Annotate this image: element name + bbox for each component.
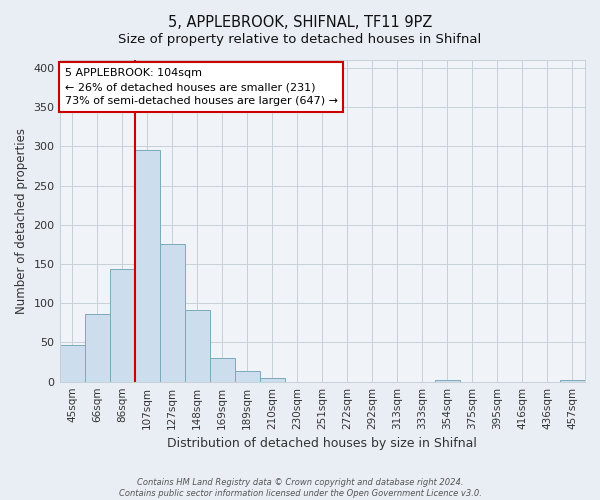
- Y-axis label: Number of detached properties: Number of detached properties: [15, 128, 28, 314]
- Bar: [560, 380, 585, 382]
- Bar: [235, 370, 260, 382]
- Text: 5, APPLEBROOK, SHIFNAL, TF11 9PZ: 5, APPLEBROOK, SHIFNAL, TF11 9PZ: [168, 15, 432, 30]
- Bar: [110, 268, 134, 382]
- Text: Contains HM Land Registry data © Crown copyright and database right 2024.
Contai: Contains HM Land Registry data © Crown c…: [119, 478, 481, 498]
- Bar: [160, 244, 185, 382]
- Bar: [59, 345, 85, 382]
- Bar: [85, 314, 110, 382]
- X-axis label: Distribution of detached houses by size in Shifnal: Distribution of detached houses by size …: [167, 437, 477, 450]
- Text: 5 APPLEBROOK: 104sqm
← 26% of detached houses are smaller (231)
73% of semi-deta: 5 APPLEBROOK: 104sqm ← 26% of detached h…: [65, 68, 338, 106]
- Bar: [209, 358, 235, 382]
- Bar: [435, 380, 460, 382]
- Text: Size of property relative to detached houses in Shifnal: Size of property relative to detached ho…: [118, 32, 482, 46]
- Bar: [185, 310, 209, 382]
- Bar: [134, 150, 160, 382]
- Bar: [260, 378, 285, 382]
